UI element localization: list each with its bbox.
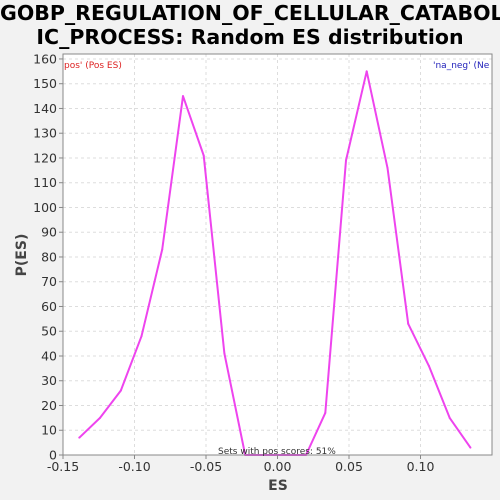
y-tick-label: 90 bbox=[41, 225, 57, 240]
y-tick-label: 70 bbox=[41, 274, 57, 289]
data-point bbox=[99, 416, 102, 419]
data-point bbox=[324, 411, 327, 414]
x-tick-label: 0.10 bbox=[407, 459, 435, 474]
y-tick-label: 60 bbox=[41, 299, 57, 314]
y-tick-label: 130 bbox=[33, 126, 57, 141]
annotation: Sets with pos scores: 51% bbox=[218, 447, 336, 457]
y-tick-label: 150 bbox=[33, 76, 57, 91]
y-tick-label: 40 bbox=[41, 348, 57, 363]
legend-left: pos' (Pos ES) bbox=[64, 61, 122, 71]
data-point bbox=[448, 416, 451, 419]
x-tick-label: -0.15 bbox=[47, 459, 79, 474]
x-axis-label: ES bbox=[268, 478, 288, 494]
y-axis-label: P(ES) bbox=[14, 234, 30, 277]
y-tick-label: 20 bbox=[41, 398, 57, 413]
y-tick-label: 160 bbox=[33, 51, 57, 66]
y-tick-label: 50 bbox=[41, 324, 57, 339]
data-point bbox=[161, 248, 164, 251]
y-tick-label: 140 bbox=[33, 101, 57, 116]
legend-right: 'na_neg' (Ne bbox=[433, 61, 490, 71]
chart-title: GOBP_REGULATION_OF_CELLULAR_CATABOL IC_P… bbox=[0, 1, 500, 49]
data-point bbox=[344, 159, 347, 162]
data-point bbox=[469, 446, 472, 449]
y-tick-label: 100 bbox=[33, 200, 57, 215]
chart-title-line-2: IC_PROCESS: Random ES distribution bbox=[36, 25, 464, 49]
y-tick-label: 120 bbox=[33, 150, 57, 165]
x-axis: -0.15 -0.10 -0.05 0.00 0.05 0.10 bbox=[47, 455, 435, 474]
data-point bbox=[427, 364, 430, 367]
x-tick-label: -0.10 bbox=[118, 459, 150, 474]
x-tick-label: -0.05 bbox=[190, 459, 222, 474]
data-point bbox=[365, 70, 368, 73]
data-point bbox=[386, 166, 389, 169]
data-point bbox=[119, 389, 122, 392]
data-point bbox=[181, 95, 184, 98]
x-tick-label: 0.05 bbox=[335, 459, 363, 474]
y-tick-label: 0 bbox=[49, 448, 57, 463]
y-tick-label: 110 bbox=[33, 175, 57, 190]
data-point bbox=[202, 154, 205, 157]
data-point bbox=[407, 322, 410, 325]
chart-title-line-1: GOBP_REGULATION_OF_CELLULAR_CATABOL bbox=[0, 1, 500, 25]
y-axis: 0 10 20 30 40 50 60 70 80 90 100 110 120 130 140 150 160 bbox=[33, 51, 63, 463]
y-tick-label: 30 bbox=[41, 373, 57, 388]
y-tick-label: 10 bbox=[41, 423, 57, 438]
y-tick-label: 80 bbox=[41, 249, 57, 264]
data-point bbox=[78, 436, 81, 439]
data-point bbox=[223, 352, 226, 355]
data-point bbox=[140, 335, 143, 338]
x-tick-label: 0.00 bbox=[264, 459, 292, 474]
